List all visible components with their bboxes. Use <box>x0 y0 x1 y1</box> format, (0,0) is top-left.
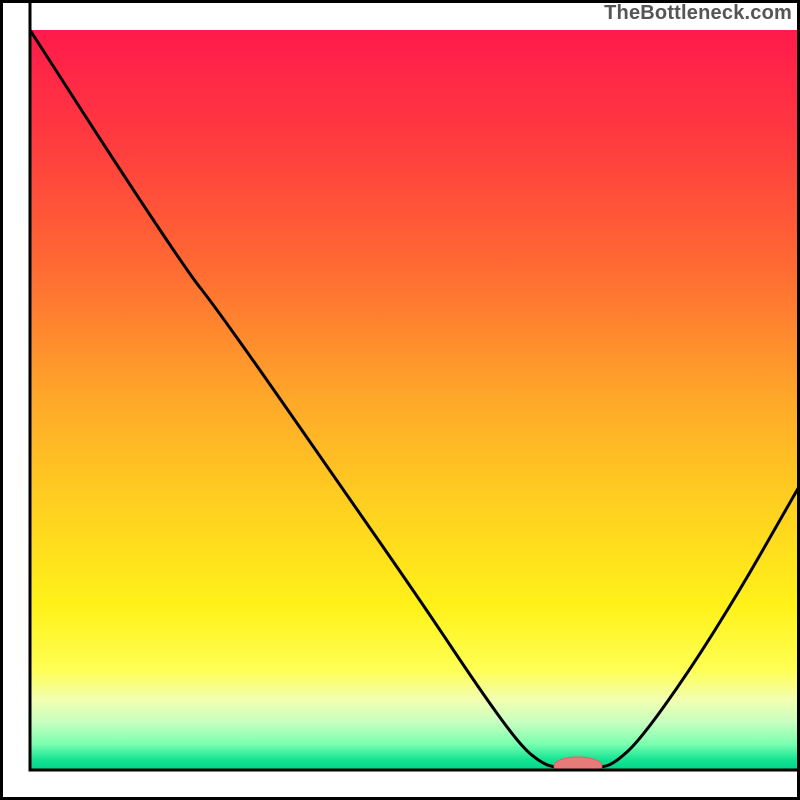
chart-canvas: TheBottleneck.com <box>0 0 800 800</box>
watermark-text: TheBottleneck.com <box>604 2 792 25</box>
bottleneck-chart <box>0 0 800 800</box>
bottom-axis-band <box>0 770 800 800</box>
plot-background <box>30 30 800 770</box>
left-axis-band <box>0 0 30 800</box>
